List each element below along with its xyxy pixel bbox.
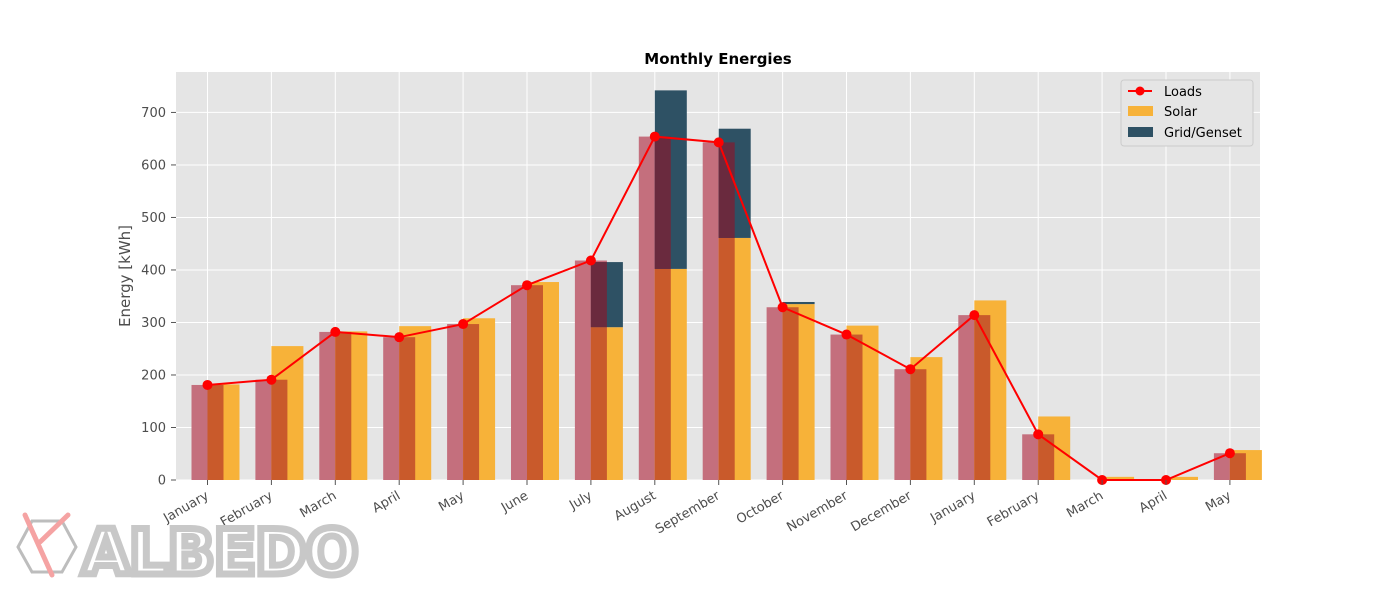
overlap-bar bbox=[399, 337, 416, 480]
solar-bar bbox=[1102, 476, 1135, 480]
loads-point bbox=[649, 131, 660, 142]
overlap-bar bbox=[718, 237, 735, 480]
y-axis-ticks: 0 100 200 300 400 500 600 700 bbox=[141, 106, 176, 489]
loads-point bbox=[1033, 429, 1044, 440]
x-tick-label: May bbox=[436, 488, 467, 515]
y-tick-label: 700 bbox=[141, 106, 166, 121]
loads-point bbox=[713, 137, 724, 148]
x-tick-label: April bbox=[1137, 488, 1170, 516]
legend-solar-label: Solar bbox=[1164, 105, 1198, 120]
y-axis-title: Energy [kWh] bbox=[116, 225, 134, 327]
overlap-bar bbox=[207, 384, 224, 480]
x-tick-label: March bbox=[1064, 488, 1106, 521]
x-tick-label: August bbox=[612, 488, 659, 524]
loads-point bbox=[585, 255, 596, 266]
y-tick-label: 0 bbox=[158, 474, 166, 489]
y-tick-label: 500 bbox=[141, 211, 166, 226]
logo-check-mark-icon bbox=[22, 512, 71, 578]
x-tick-label: July bbox=[566, 488, 595, 513]
overlap-bars bbox=[207, 136, 1246, 480]
albedo-logo: ALBEDO bbox=[16, 512, 362, 593]
overlap-bar bbox=[527, 285, 543, 480]
logo-wordmark: ALBEDO bbox=[82, 516, 357, 589]
y-tick-label: 200 bbox=[141, 368, 166, 383]
y-tick-label: 300 bbox=[141, 316, 166, 331]
overlap-bar bbox=[590, 262, 607, 328]
y-tick-label: 100 bbox=[141, 421, 166, 436]
overlap-bar bbox=[654, 268, 671, 480]
loads-point bbox=[330, 326, 341, 337]
overlap-bar bbox=[271, 379, 288, 480]
legend-grid-genset-swatch bbox=[1128, 127, 1153, 137]
overlap-bar bbox=[463, 324, 480, 480]
overlap-bar bbox=[782, 307, 799, 480]
solar-bar bbox=[1166, 476, 1198, 480]
x-tick-label: January bbox=[927, 488, 978, 526]
loads-point bbox=[841, 329, 852, 340]
x-tick-label: October bbox=[734, 488, 787, 527]
overlap-bar bbox=[846, 334, 863, 480]
overlap-bar bbox=[654, 136, 671, 269]
overlap-bar bbox=[1229, 453, 1246, 480]
legend-solar-swatch bbox=[1128, 106, 1153, 116]
legend: Loads Solar Grid/Genset bbox=[1120, 79, 1254, 147]
overlap-bar bbox=[590, 327, 607, 480]
loads-point bbox=[266, 374, 277, 385]
overlap-bar bbox=[1038, 434, 1055, 480]
loads-point bbox=[394, 332, 405, 343]
legend-loads-marker bbox=[1135, 86, 1145, 96]
x-tick-label: May bbox=[1203, 488, 1234, 515]
loads-point bbox=[905, 364, 916, 375]
chart-title: Monthly Energies bbox=[644, 50, 791, 68]
loads-line bbox=[202, 131, 1235, 485]
loads-point bbox=[1224, 448, 1235, 459]
legend-grid-genset-label: Grid/Genset bbox=[1164, 126, 1242, 141]
loads-point bbox=[458, 319, 469, 330]
x-tick-label: November bbox=[784, 488, 851, 535]
overlap-bar bbox=[718, 142, 735, 238]
grid-genset-bar bbox=[782, 301, 815, 305]
overlap-bar bbox=[910, 369, 927, 480]
x-tick-label: December bbox=[849, 488, 915, 535]
x-tick-label: April bbox=[370, 488, 403, 516]
legend-box bbox=[1120, 79, 1254, 147]
x-tick-label: February bbox=[985, 488, 1043, 530]
overlap-bar bbox=[335, 331, 352, 480]
x-tick-label: September bbox=[653, 488, 723, 537]
legend-loads-label: Loads bbox=[1164, 85, 1202, 100]
overlap-bar bbox=[974, 315, 991, 480]
loads-point bbox=[202, 379, 213, 390]
x-tick-label: June bbox=[498, 488, 531, 516]
y-tick-label: 600 bbox=[141, 158, 166, 173]
loads-point bbox=[969, 310, 980, 321]
loads-point bbox=[777, 302, 788, 313]
y-tick-label: 400 bbox=[141, 263, 166, 278]
loads-point bbox=[522, 280, 532, 291]
